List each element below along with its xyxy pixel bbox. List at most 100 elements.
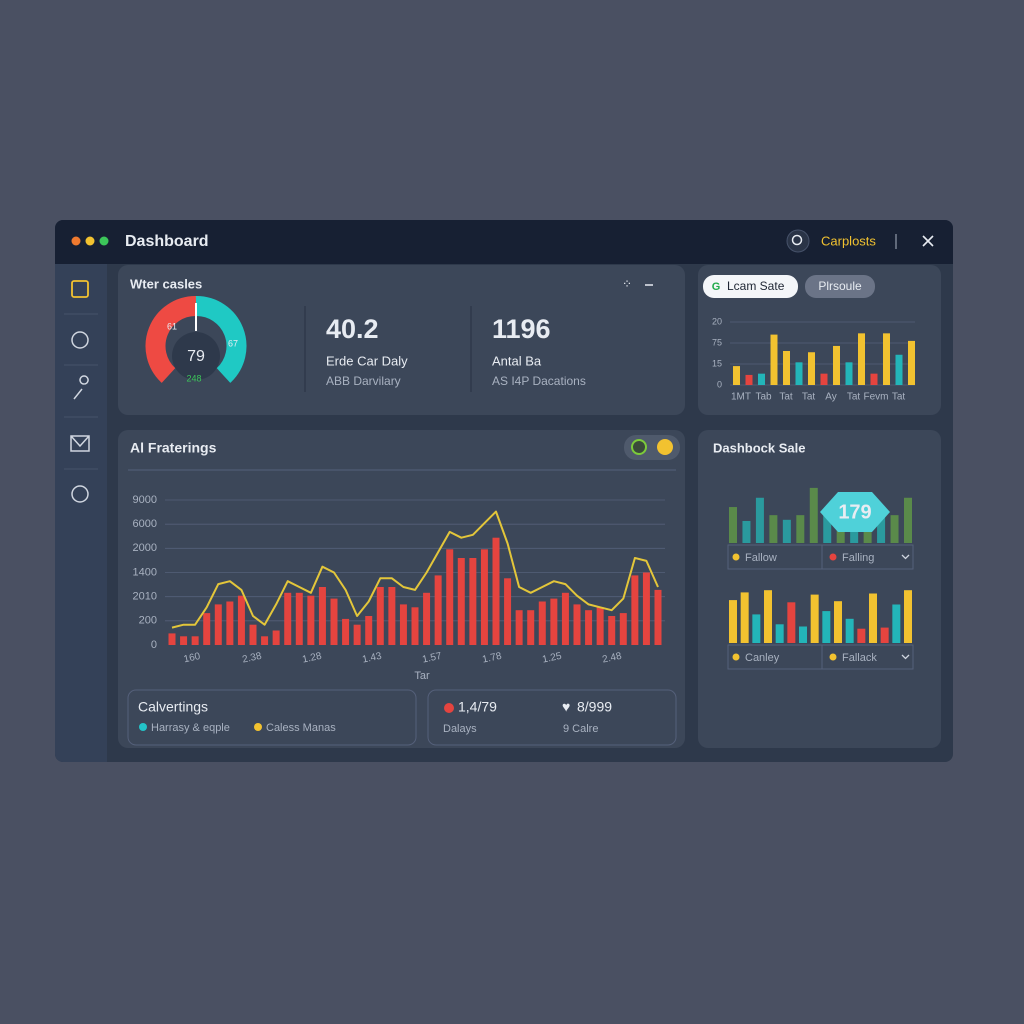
bar [527,610,535,645]
bar [318,587,326,645]
window-dot[interactable] [71,236,81,246]
bar [758,373,765,385]
bar [226,601,234,645]
x-tick-label: Ay [825,392,837,403]
bar [423,592,431,645]
filter-dot [829,553,837,561]
filter-label[interactable]: Falling [842,552,874,564]
bar [808,352,815,385]
account-name[interactable]: Carplosts [821,233,876,248]
bar [845,618,854,643]
sales-card [698,430,941,748]
bar [775,624,784,643]
title-bar [55,220,953,264]
nav-icon[interactable] [73,375,89,400]
tab-icon: G [712,281,721,293]
bar [833,345,840,385]
nav-icon[interactable] [71,485,89,503]
bar [883,333,890,385]
bar [214,604,222,645]
bar [365,616,373,645]
tab[interactable] [805,275,875,298]
badge [820,492,890,532]
bar [729,600,737,643]
bar [742,520,751,543]
card-title: Al Fraterings [130,440,217,456]
bar [795,362,803,385]
tab-label[interactable]: Lcam Sate [727,279,785,293]
bar [504,578,512,645]
bar [890,515,899,543]
bar [755,497,764,543]
bar [834,601,842,643]
gauge-segment [145,295,197,383]
bar [904,497,912,543]
bar [869,593,877,643]
x-tick-label: Tat [892,392,906,403]
bar [480,549,488,645]
legend-dot [139,723,147,731]
stat-value: 40.2 [326,314,379,344]
bar [619,613,627,645]
stat-value: 8/999 [577,699,612,715]
toggle-dot [631,439,647,455]
bar [469,558,477,645]
bar [353,624,361,645]
y-tick-label: 2000 [133,542,157,554]
filter-row [727,544,914,570]
stat-icon: ♥ [562,699,570,715]
bar [787,602,796,643]
stat-value: 1196 [492,314,551,344]
filter-dot [732,653,740,661]
card-action[interactable]: ⁘ [622,277,632,291]
nav-icon[interactable] [71,331,89,349]
filter-dot [829,653,837,661]
close-button[interactable] [922,235,934,247]
bar [642,572,650,645]
y-tick-label: 6000 [133,518,157,530]
filter-label[interactable]: Fallow [745,552,777,564]
stat-caption: ABB Darvilary [326,374,401,388]
bar [585,610,593,645]
nav-icon[interactable] [70,435,90,452]
bar [168,633,176,645]
stat-value: 1,4/79 [458,699,497,715]
x-tick-label: 1.78 [481,651,503,666]
legend-card [127,689,417,746]
nav-icon[interactable] [71,280,89,298]
x-tick-label: 1.28 [301,651,323,666]
bar [249,624,257,645]
x-tick-label: 160 [183,651,202,665]
bar [538,601,546,645]
bar [631,575,639,645]
x-axis-label: Tar [414,670,430,682]
bar [330,598,338,645]
gauge-hub [172,332,220,380]
tab[interactable] [703,275,798,298]
search-button[interactable] [786,229,810,253]
bar [769,515,778,543]
window-dot[interactable] [99,236,109,246]
y-tick-label: 20 [712,316,722,326]
search-icon [791,234,803,246]
bar [857,628,866,643]
x-tick-label: 2.48 [601,651,623,666]
stat-label: Dalays [443,723,477,735]
tab-label[interactable]: Plrsoule [818,279,862,293]
dropdown-chevron[interactable] [901,654,910,660]
x-tick-label: 1.43 [361,651,383,666]
window-dot[interactable] [85,236,95,246]
bar [515,610,523,645]
gauge-value: 79 [187,348,205,365]
bar [904,590,912,643]
filter-label[interactable]: Fallack [842,652,877,664]
bar [434,575,442,645]
bar [376,587,384,645]
stat-label: Erde Car Daly [326,353,408,368]
bar [908,340,915,385]
y-tick-label: 0 [151,639,157,651]
bar [388,587,396,645]
filter-label[interactable]: Canley [745,652,780,664]
dropdown-chevron[interactable] [901,554,910,560]
